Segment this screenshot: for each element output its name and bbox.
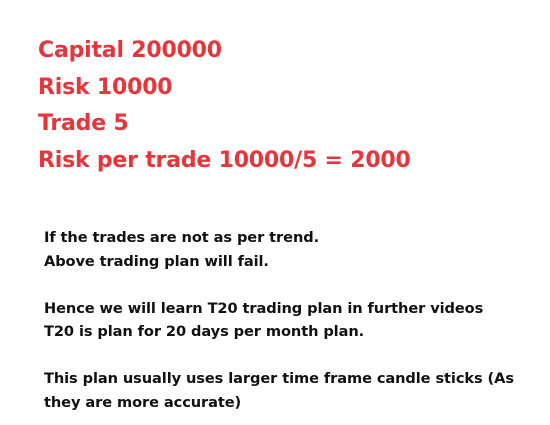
- note-line: T20 is plan for 20 days per month plan.: [44, 323, 365, 340]
- trade-count-text: Trade 5: [38, 111, 129, 136]
- risk-text: Risk 10000: [38, 74, 173, 100]
- trading-plan-summary: Capital 200000 Risk 10000 Trade 5 Risk p…: [38, 33, 538, 179]
- note-line: they are more accurate): [44, 393, 242, 411]
- risk-per-trade-text: Risk per trade 10000/5 = 2000: [38, 147, 411, 173]
- notes-paragraph-1: If the trades are not as per trend. Abov…: [44, 226, 544, 273]
- note-line: Above trading plan will fail.: [44, 252, 269, 270]
- notes-paragraph-2: Hence we will learn T20 trading plan in …: [44, 297, 544, 344]
- note-line: This plan usually uses larger time frame…: [44, 370, 514, 387]
- note-line: If the trades are not as per trend.: [44, 229, 320, 246]
- capital-text: Capital 200000: [38, 38, 222, 63]
- note-line: Hence we will learn T20 trading plan in …: [44, 299, 484, 317]
- notes-paragraph-3: This plan usually uses larger time frame…: [44, 367, 544, 414]
- notes-section: If the trades are not as per trend. Abov…: [44, 226, 544, 414]
